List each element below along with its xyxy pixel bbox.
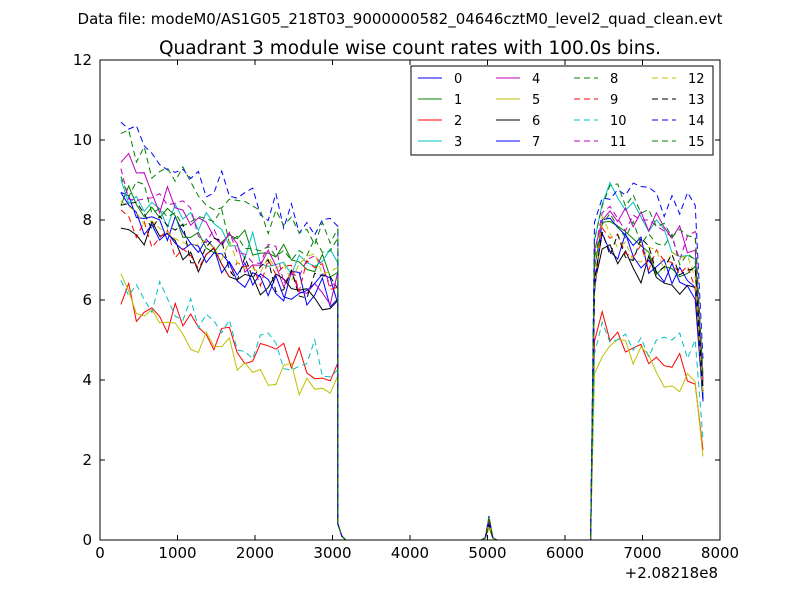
x-tick-label: 6000	[546, 544, 584, 562]
legend-label-2: 2	[454, 114, 462, 129]
legend-label-12: 12	[688, 72, 705, 87]
series-line-0	[120, 191, 704, 541]
series-line-6	[120, 220, 704, 541]
x-tick-label: 8000	[701, 544, 739, 562]
y-tick-label: 8	[82, 211, 92, 229]
x-tick-label: 1000	[158, 544, 196, 562]
tick-layer: 0 1000 2000 3000 4000 5000 6000 7000 80000246810…	[73, 51, 739, 562]
y-tick-label: 0	[82, 531, 92, 549]
legend-label-14: 14	[688, 114, 705, 129]
series-line-13	[120, 201, 704, 541]
series-line-1	[120, 184, 704, 541]
legend-label-3: 3	[454, 135, 462, 150]
x-tick-label: 0	[95, 544, 105, 562]
chart-title: Quadrant 3 module wise count rates with …	[159, 38, 661, 59]
series-line-7	[120, 192, 704, 541]
figure-suptitle: Data file: modeM0/AS1G05_218T03_90000005…	[78, 10, 723, 29]
x-tick-label: 5000	[468, 544, 506, 562]
legend-label-1: 1	[454, 93, 462, 108]
legend-label-11: 11	[610, 135, 627, 150]
legend-label-0: 0	[454, 72, 462, 87]
series-line-11	[120, 168, 704, 541]
legend-label-4: 4	[532, 72, 540, 87]
series-line-5	[120, 273, 704, 541]
legend-label-8: 8	[610, 72, 618, 87]
y-tick-label: 10	[73, 131, 92, 149]
x-tick-label: 2000	[236, 544, 274, 562]
legend-label-13: 13	[688, 93, 705, 108]
series-line-15	[120, 129, 704, 541]
y-tick-label: 4	[82, 371, 92, 389]
legend-label-15: 15	[688, 135, 705, 150]
x-tick-label: 7000	[623, 544, 661, 562]
series-line-14	[120, 121, 704, 541]
series-line-3	[120, 179, 704, 541]
series-line-4	[120, 152, 704, 541]
x-tick-label: 4000	[391, 544, 429, 562]
x-offset-label: +2.08218e8	[625, 564, 718, 582]
y-tick-label: 12	[73, 51, 92, 69]
legend-label-6: 6	[532, 114, 540, 129]
legend-label-10: 10	[610, 114, 627, 129]
y-tick-label: 2	[82, 451, 92, 469]
y-tick-label: 6	[82, 291, 92, 309]
legend-label-9: 9	[610, 93, 618, 108]
series-line-10	[120, 279, 704, 541]
legend-frame	[410, 65, 714, 156]
series-line-8	[120, 176, 704, 541]
x-tick-label: 3000	[313, 544, 351, 562]
legend-label-5: 5	[532, 93, 540, 108]
legend-label-7: 7	[532, 135, 540, 150]
series-layer	[120, 121, 704, 541]
